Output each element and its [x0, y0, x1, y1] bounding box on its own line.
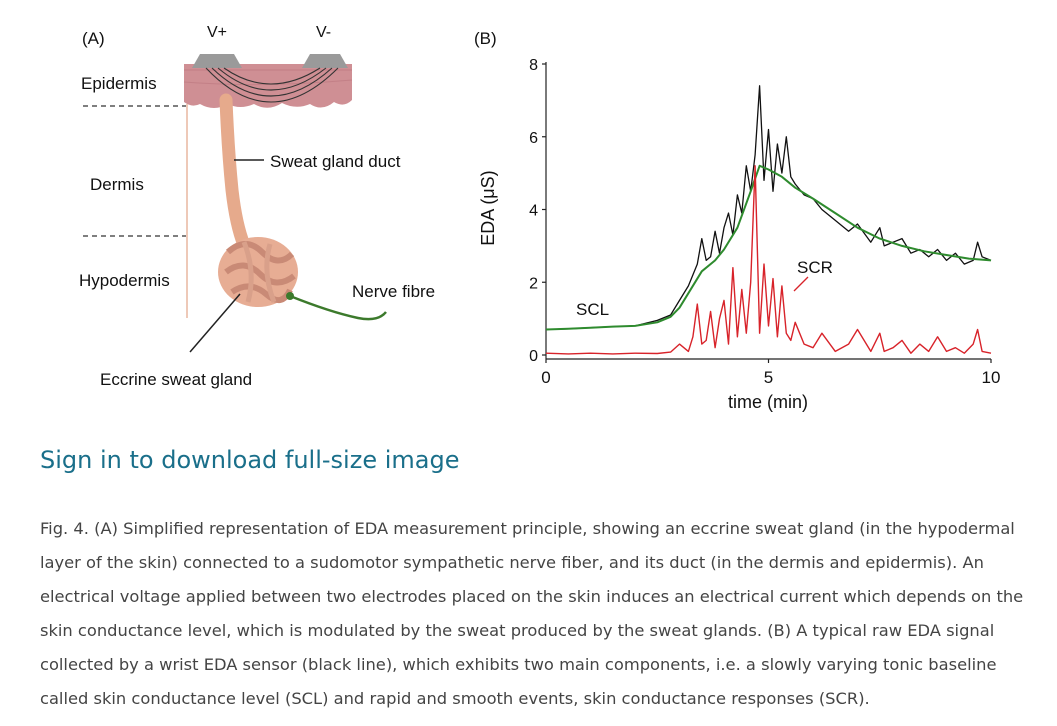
y-tick-label: 2	[529, 275, 538, 292]
raw-eda-line	[545, 85, 992, 331]
panel-b-label: (B)	[474, 29, 497, 48]
panel-b-chart: (B) EDA (μS) time (min) 0 2 4 6 8 0 5 10 SCL SC…	[474, 29, 1000, 412]
y-tick-label: 6	[529, 130, 538, 147]
figure-caption: Fig. 4. (A) Simplified representation of…	[40, 519, 1024, 708]
chart-axes: 0 2 4 6 8 0 5 10	[529, 57, 1000, 387]
x-tick-label: 0	[541, 368, 550, 387]
layer-hypodermis-label: Hypodermis	[79, 271, 170, 290]
current-arcs	[205, 67, 339, 103]
scr-line	[545, 165, 992, 355]
electrode-positive-label: V+	[207, 24, 227, 41]
electrode-negative	[302, 54, 348, 68]
panel-a-diagram: (A) V+ V- Epidermis Dermis Hypodermis	[79, 24, 435, 389]
scr-annotation: SCR	[797, 258, 833, 277]
sweat-gland-duct	[219, 93, 251, 252]
scr-annotation-pointer	[793, 276, 809, 292]
x-tick-label: 5	[764, 368, 773, 387]
chart-series	[545, 85, 992, 355]
download-full-size-link[interactable]: Sign in to download full-size image	[40, 446, 460, 474]
nerve-label: Nerve fibre	[352, 282, 435, 301]
scl-line	[545, 164, 992, 331]
y-tick-label: 0	[529, 348, 538, 365]
x-tick-label: 10	[982, 368, 1001, 387]
y-axis-label: EDA (μS)	[478, 170, 498, 245]
panel-a-label: (A)	[82, 29, 105, 48]
gland-label: Eccrine sweat gland	[100, 370, 252, 389]
layer-epidermis-label: Epidermis	[81, 74, 157, 93]
duct-label: Sweat gland duct	[270, 152, 401, 171]
figure-4: (A) V+ V- Epidermis Dermis Hypodermis	[79, 24, 1000, 412]
scl-annotation: SCL	[576, 300, 609, 319]
y-tick-label: 8	[529, 57, 538, 74]
eccrine-sweat-gland	[218, 237, 298, 307]
electrode-negative-label: V-	[316, 24, 331, 41]
electrode-positive	[192, 54, 242, 68]
y-tick-label: 4	[529, 203, 538, 220]
layer-dermis-label: Dermis	[90, 175, 144, 194]
nerve-fibre	[289, 294, 387, 321]
x-axis-label: time (min)	[728, 392, 808, 412]
